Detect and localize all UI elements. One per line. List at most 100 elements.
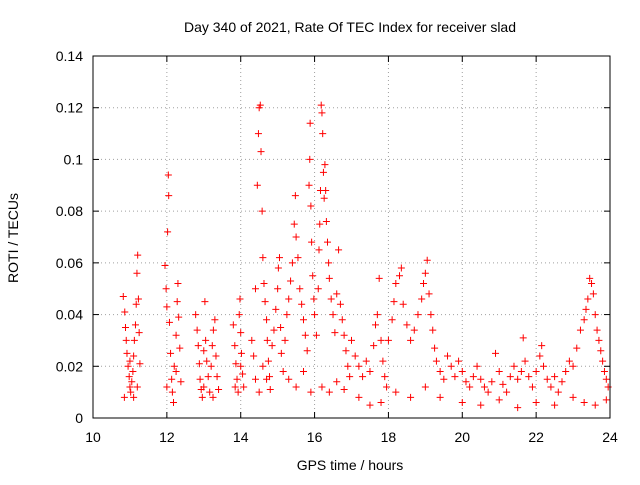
data-point: [209, 393, 217, 401]
data-point: [580, 316, 588, 324]
data-point: [317, 101, 325, 109]
data-point: [285, 375, 293, 383]
data-point: [373, 311, 381, 319]
data-point: [362, 357, 370, 365]
data-point: [384, 336, 392, 344]
data-point: [321, 161, 329, 169]
data-point: [440, 375, 448, 383]
data-point: [274, 285, 282, 293]
data-point: [458, 398, 466, 406]
data-point: [591, 311, 599, 319]
data-point: [281, 336, 289, 344]
data-point: [551, 401, 559, 409]
data-point: [177, 378, 185, 386]
x-tick-label: 14: [233, 429, 249, 445]
data-point: [248, 336, 256, 344]
data-point: [209, 326, 217, 334]
x-axis-label: GPS time / hours: [297, 457, 404, 473]
data-point: [392, 388, 400, 396]
data-point: [390, 298, 398, 306]
grid-lines: [93, 56, 610, 418]
data-point: [319, 130, 327, 138]
data-point: [167, 349, 175, 357]
data-point: [130, 393, 138, 401]
data-point: [126, 383, 134, 391]
data-point: [131, 321, 139, 329]
data-point: [423, 256, 431, 264]
data-point: [329, 311, 337, 319]
data-point: [325, 274, 333, 282]
data-point: [231, 383, 239, 391]
plot-frame: [92, 55, 611, 419]
data-point: [451, 373, 459, 381]
data-point: [170, 398, 178, 406]
data-point: [206, 388, 214, 396]
data-point: [407, 393, 415, 401]
data-point: [163, 303, 171, 311]
data-point: [562, 367, 570, 375]
data-point: [366, 367, 374, 375]
chart-title: Day 340 of 2021, Rate Of TEC Index for r…: [184, 19, 516, 35]
data-point: [455, 357, 463, 365]
data-point: [133, 383, 141, 391]
y-tick-labels: 0 0.02 0.04 0.06 0.08 0.1 0.12 0.14: [56, 48, 83, 426]
data-point: [163, 383, 171, 391]
data-point: [237, 362, 245, 370]
data-point: [258, 207, 266, 215]
data-point: [237, 329, 245, 337]
data-point: [263, 375, 271, 383]
data-point: [532, 367, 540, 375]
data-point: [213, 373, 221, 381]
data-point: [318, 109, 326, 117]
data-point: [322, 186, 330, 194]
data-point: [600, 367, 608, 375]
data-point: [318, 383, 326, 391]
y-tick-label: 0: [75, 410, 83, 426]
data-point: [236, 295, 244, 303]
data-point: [370, 342, 378, 350]
data-point: [135, 329, 143, 337]
data-point: [285, 295, 293, 303]
data-point: [173, 298, 181, 306]
data-point: [250, 352, 258, 360]
data-point: [335, 246, 343, 254]
data-point: [202, 336, 210, 344]
data-point: [410, 326, 418, 334]
data-point: [306, 119, 314, 127]
data-point: [602, 375, 610, 383]
data-point: [215, 386, 223, 394]
y-tick-label: 0.08: [56, 203, 83, 219]
data-point: [551, 373, 559, 381]
data-point: [130, 336, 138, 344]
data-point: [296, 285, 304, 293]
data-point: [392, 280, 400, 288]
x-tick-label: 24: [602, 429, 618, 445]
data-point: [123, 349, 131, 357]
data-point: [536, 352, 544, 360]
data-point: [234, 388, 242, 396]
data-point: [165, 318, 173, 326]
data-point: [338, 316, 346, 324]
data-point: [558, 378, 566, 386]
data-point: [307, 202, 315, 210]
data-point: [547, 383, 555, 391]
data-point: [121, 308, 129, 316]
data-point: [381, 373, 389, 381]
data-point: [540, 362, 548, 370]
data-point: [425, 290, 433, 298]
data-point: [495, 396, 503, 404]
data-point: [366, 401, 374, 409]
data-point: [203, 357, 211, 365]
x-tick-label: 18: [381, 429, 397, 445]
data-point: [473, 362, 481, 370]
data-point: [323, 238, 331, 246]
data-point: [469, 373, 477, 381]
data-point: [164, 228, 172, 236]
data-point: [588, 280, 596, 288]
data-point: [125, 373, 133, 381]
data-point: [375, 274, 383, 282]
data-point: [208, 342, 216, 350]
data-point: [351, 352, 359, 360]
data-point: [119, 292, 127, 300]
data-point: [126, 357, 134, 365]
